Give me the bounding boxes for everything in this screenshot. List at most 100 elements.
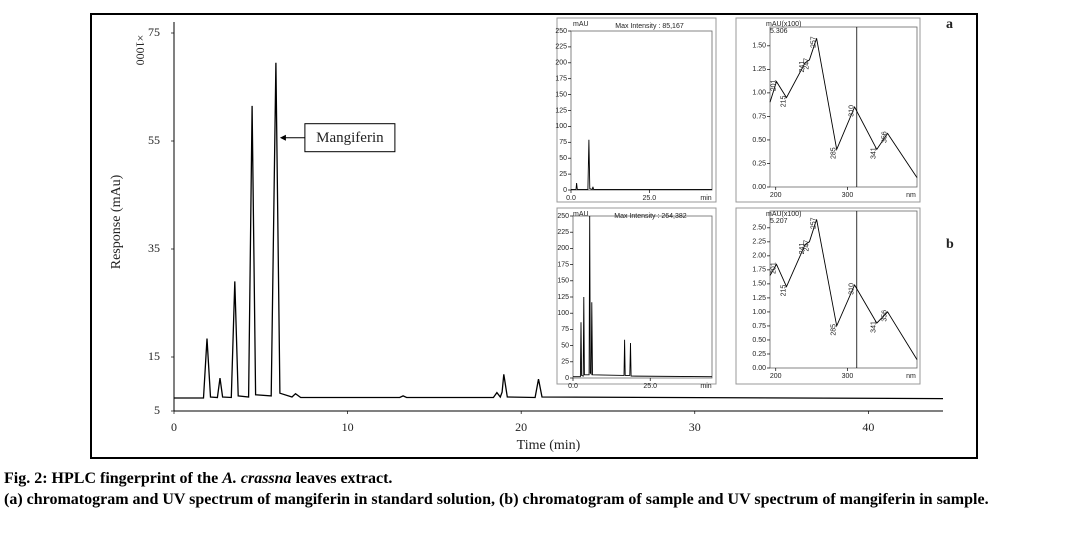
peak-label: 356 xyxy=(881,131,888,143)
y-tick-label: 1.25 xyxy=(752,295,766,302)
y-tick-label: 25 xyxy=(559,171,567,178)
peak-label: 285 xyxy=(831,147,838,159)
x-tick-label: 25.0 xyxy=(643,383,657,390)
y-tick-label: 25 xyxy=(561,359,569,366)
x-tick-label: 200 xyxy=(770,373,782,380)
panel-label: a xyxy=(946,17,953,32)
y-tick-label: 50 xyxy=(561,342,569,349)
y-tick-label: 0.50 xyxy=(752,137,766,144)
inset-frame xyxy=(735,207,921,385)
caption-text: Fig. 2: HPLC fingerprint of the xyxy=(4,470,223,487)
y-axis-title: Response (mAu) xyxy=(109,174,124,269)
x-tick-label: 0 xyxy=(171,420,177,434)
y-tick-label: 175 xyxy=(557,261,569,268)
y-tick-label: 0.00 xyxy=(752,365,766,372)
y-tick-label: 2.25 xyxy=(752,239,766,246)
inset-title: Max Intensity : 264,382 xyxy=(614,213,686,220)
y-tick-label: 0.25 xyxy=(752,351,766,358)
y-tick-label: 0.75 xyxy=(752,323,766,330)
y-tick-label: 15 xyxy=(148,349,160,363)
annotation-arrowhead xyxy=(279,134,286,141)
y-multiplier: ×1000 xyxy=(133,35,147,66)
y-tick-label: 5 xyxy=(154,403,160,417)
annotation-text: Mangiferin xyxy=(316,130,384,146)
caption-species: A. crassna xyxy=(222,470,292,487)
x-unit-label: min xyxy=(700,195,711,202)
y-tick-label: 0.75 xyxy=(752,113,766,120)
peak-label: 201 xyxy=(770,262,777,274)
y-tick-label: 0.50 xyxy=(752,337,766,344)
peak-label: 215 xyxy=(780,95,787,107)
caption-line: Fig. 2: HPLC fingerprint of the A. crass… xyxy=(4,468,1064,489)
y-tick-label: 0 xyxy=(565,375,569,382)
peak-label: 201 xyxy=(770,79,777,91)
y-tick-label: 225 xyxy=(557,229,569,236)
peak-label: 341 xyxy=(871,147,878,159)
inset-subtitle: 5.306 xyxy=(770,28,788,35)
x-tick-label: 25.0 xyxy=(643,195,657,202)
y-tick-label: 1.75 xyxy=(752,267,766,274)
x-unit-label: min xyxy=(700,383,711,390)
y-tick-label: 50 xyxy=(559,155,567,162)
x-tick-label: 40 xyxy=(862,420,874,434)
x-tick-label: 300 xyxy=(842,373,854,380)
y-tick-label: 200 xyxy=(555,60,567,67)
x-tick-label: 200 xyxy=(770,192,782,199)
inset-subtitle: 5.207 xyxy=(770,218,788,225)
trace xyxy=(174,62,944,400)
y-tick-label: 0.25 xyxy=(752,160,766,167)
peak-label: 257 xyxy=(810,217,817,229)
y-tick-label: 35 xyxy=(148,241,160,255)
x-unit-label: nm xyxy=(906,192,916,199)
y-tick-label: 250 xyxy=(555,28,567,35)
x-tick-label: 10 xyxy=(342,420,354,434)
peak-label: 247 xyxy=(803,240,810,252)
peak-label: 356 xyxy=(881,310,888,322)
y-tick-label: 250 xyxy=(557,213,569,220)
y-tick-label: 225 xyxy=(555,44,567,51)
y-unit-label: mAU xyxy=(573,211,589,218)
peak-label: 257 xyxy=(810,36,817,48)
x-tick-label: 20 xyxy=(515,420,527,434)
y-tick-label: 1.50 xyxy=(752,43,766,50)
caption-text: leaves extract. xyxy=(291,470,393,487)
peak-label: 241 xyxy=(799,61,806,73)
plot-area xyxy=(769,26,918,188)
y-tick-label: 75 xyxy=(559,139,567,146)
peak-label: 310 xyxy=(848,283,855,295)
y-tick-label: 175 xyxy=(555,76,567,83)
peak-label: 247 xyxy=(803,58,810,70)
x-tick-label: 300 xyxy=(842,192,854,199)
y-tick-label: 1.25 xyxy=(752,66,766,73)
y-tick-label: 125 xyxy=(557,294,569,301)
y-tick-label: 2.50 xyxy=(752,225,766,232)
trace xyxy=(769,219,918,360)
x-tick-label: 0.0 xyxy=(566,195,576,202)
y-tick-label: 1.00 xyxy=(752,90,766,97)
y-tick-label: 55 xyxy=(148,133,160,147)
y-unit-label: mAU(x100) xyxy=(766,211,801,218)
y-tick-label: 0 xyxy=(563,187,567,194)
y-tick-label: 75 xyxy=(148,25,160,39)
peak-label: 341 xyxy=(871,321,878,333)
y-tick-label: 200 xyxy=(557,245,569,252)
inset-title: Max Intensity : 85,167 xyxy=(615,23,684,30)
peak-label: 241 xyxy=(799,243,806,255)
y-unit-label: mAU xyxy=(573,21,589,28)
y-tick-label: 1.00 xyxy=(752,309,766,316)
trace xyxy=(573,215,713,378)
plot-area xyxy=(769,210,918,369)
y-tick-label: 100 xyxy=(555,123,567,130)
x-tick-label: 0.0 xyxy=(568,383,578,390)
y-tick-label: 2.00 xyxy=(752,253,766,260)
y-tick-label: 1.50 xyxy=(752,281,766,288)
peak-label: 285 xyxy=(831,324,838,336)
peak-label: 310 xyxy=(848,105,855,117)
panel-label: b xyxy=(946,237,954,252)
x-axis-title: Time (min) xyxy=(517,438,581,453)
y-tick-label: 125 xyxy=(555,107,567,114)
trace xyxy=(769,38,918,178)
y-tick-label: 150 xyxy=(557,278,569,285)
